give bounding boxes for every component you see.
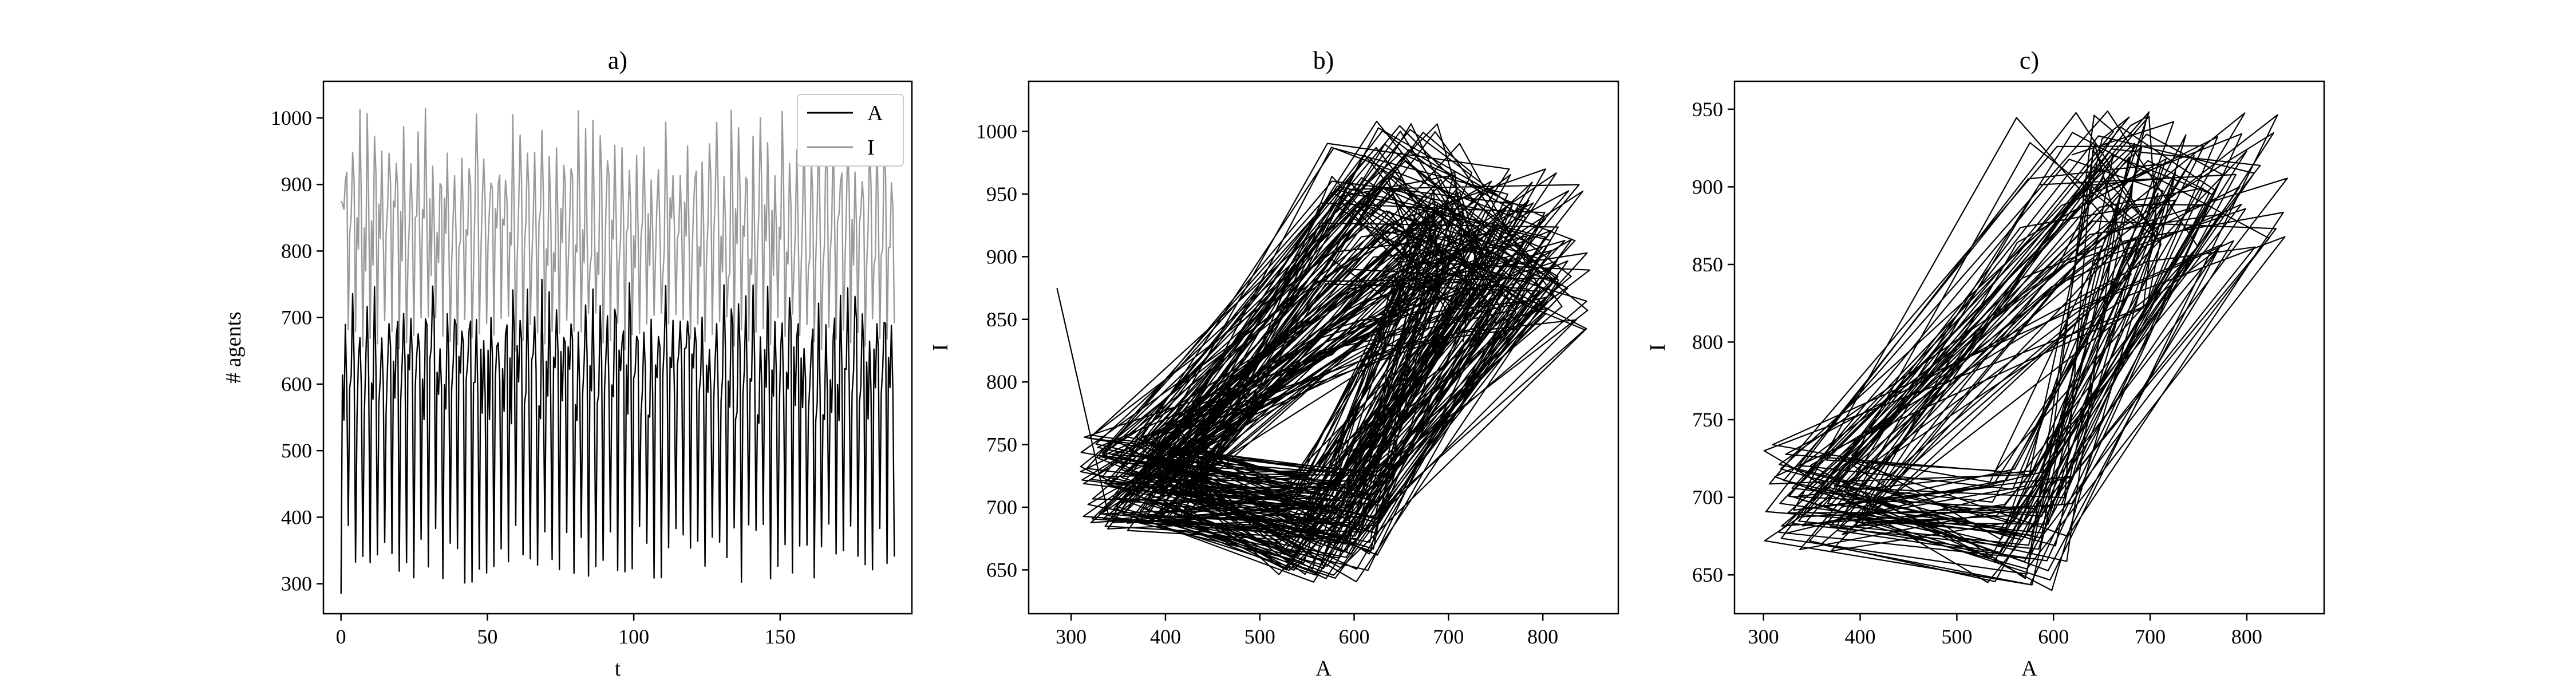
xtick-label: 800 (2231, 625, 2262, 648)
ytick-label: 600 (281, 373, 312, 396)
xtick-label: 300 (1748, 625, 1779, 648)
ytick-label: 750 (1692, 408, 1723, 431)
panel-a-ylabel: # agents (222, 311, 246, 384)
panel-b: b) 300 400 500 600 700 800 650 700 750 800 850 900 9… (929, 46, 1619, 681)
ytick-label: 850 (986, 308, 1017, 331)
legend-frame (797, 94, 904, 167)
ytick-label: 700 (1692, 486, 1723, 509)
panel-b-xlabel: A (1315, 657, 1332, 681)
panel-a-title: a) (608, 46, 627, 74)
panel-a-frame (322, 80, 913, 615)
panel-a-legend: A I (797, 94, 904, 167)
phase-trajectory-b (1056, 120, 1591, 583)
ytick-label: 900 (986, 245, 1017, 268)
series-i-line (340, 107, 895, 352)
ytick-label: 800 (1692, 331, 1723, 354)
xtick-label: 500 (1941, 625, 1972, 648)
panel-c: c) 300 400 500 600 700 800 650 700 750 800 850 900 9… (1646, 46, 2325, 681)
panel-a-plot (340, 107, 895, 594)
panel-b-ticks: 300 400 500 600 700 800 650 700 750 800 850 900 950 1… (976, 120, 1558, 648)
ytick-label: 850 (1692, 253, 1723, 276)
xtick-label: 150 (765, 625, 796, 648)
ytick-label: 700 (986, 496, 1017, 519)
panel-c-xlabel: A (2021, 657, 2037, 681)
ytick-label: 900 (281, 173, 312, 196)
ytick-label: 750 (986, 433, 1017, 456)
ytick-label: 1000 (271, 106, 312, 129)
ytick-label: 950 (1692, 98, 1723, 121)
ytick-label: 400 (281, 506, 312, 528)
panel-b-title: b) (1313, 46, 1334, 74)
xtick-label: 50 (477, 625, 497, 648)
xtick-label: 700 (1433, 625, 1464, 648)
panel-b-ylabel: I (929, 344, 953, 352)
panel-c-title: c) (2020, 46, 2039, 74)
xtick-label: 100 (618, 625, 649, 648)
panel-c-plot (1763, 110, 2288, 591)
xtick-label: 400 (1845, 625, 1876, 648)
legend-label-i: I (867, 136, 875, 160)
ytick-label: 900 (1692, 175, 1723, 198)
legend-label-a: A (867, 101, 883, 125)
ytick-label: 950 (986, 183, 1017, 206)
xtick-label: 500 (1244, 625, 1275, 648)
ytick-label: 800 (281, 239, 312, 262)
xtick-label: 300 (1056, 625, 1086, 648)
ytick-label: 700 (281, 306, 312, 329)
panel-a-xlabel: t (615, 657, 621, 681)
ytick-label: 1000 (976, 120, 1017, 143)
xtick-label: 400 (1150, 625, 1181, 648)
panel-c-frame (1733, 80, 2325, 615)
panel-c-ticks: 300 400 500 600 700 800 650 700 750 800 850 900 950 (1692, 98, 2262, 648)
ytick-label: 300 (281, 572, 312, 595)
panel-a-ticks: 0 50 100 150 300 400 500 600 700 800 900 1000 (271, 106, 796, 648)
xtick-label: 700 (2135, 625, 2166, 648)
phase-trajectory-c (1763, 110, 2288, 591)
xtick-label: 600 (2038, 625, 2069, 648)
panel-b-plot (1056, 120, 1591, 583)
ytick-label: 650 (1692, 563, 1723, 586)
xtick-label: 600 (1339, 625, 1370, 648)
xtick-label: 0 (336, 625, 346, 648)
panel-b-frame (1028, 80, 1619, 615)
panel-c-ylabel: I (1646, 344, 1670, 352)
ytick-label: 650 (986, 558, 1017, 581)
series-a-line (340, 278, 895, 594)
ytick-label: 800 (986, 370, 1017, 393)
xtick-label: 800 (1527, 625, 1558, 648)
ytick-label: 500 (281, 439, 312, 462)
